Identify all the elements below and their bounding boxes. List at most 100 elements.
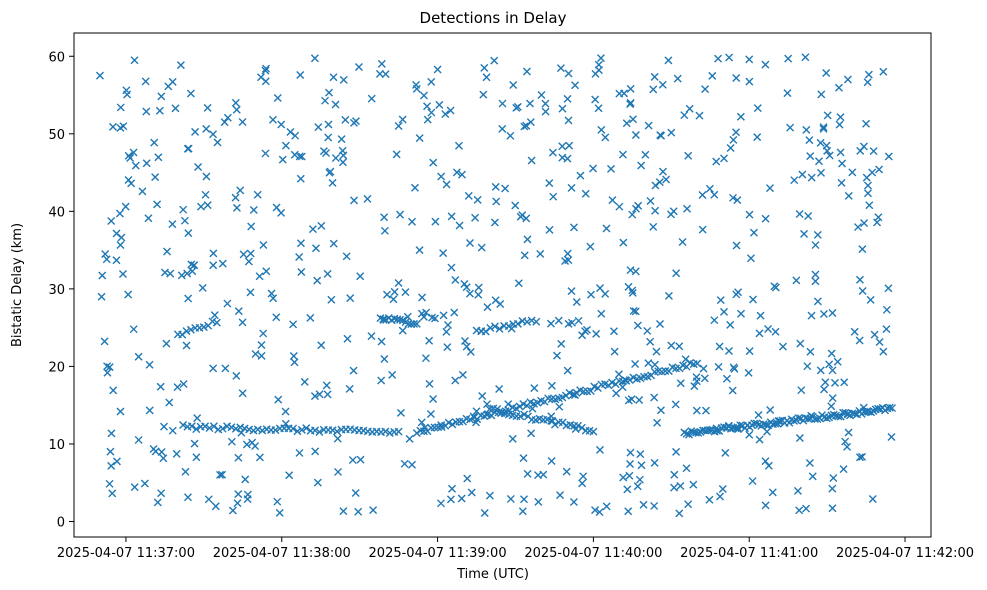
data-point <box>474 283 483 292</box>
data-point <box>576 171 585 180</box>
data-point <box>423 115 432 124</box>
data-point <box>129 325 138 334</box>
data-point <box>253 190 262 199</box>
data-point <box>597 125 606 134</box>
data-point <box>337 135 346 144</box>
data-point <box>255 272 264 281</box>
data-point <box>532 317 541 326</box>
data-points <box>95 53 897 518</box>
data-point <box>564 319 573 328</box>
data-point <box>179 205 188 214</box>
data-point <box>398 326 407 335</box>
data-point <box>591 69 600 78</box>
data-point <box>209 249 218 258</box>
data-point <box>530 384 539 393</box>
data-point <box>795 506 804 515</box>
data-point <box>629 115 638 124</box>
data-point <box>462 342 471 351</box>
data-point <box>354 62 363 71</box>
data-point <box>628 288 637 297</box>
data-point <box>822 69 831 78</box>
data-point <box>333 434 342 443</box>
data-point <box>223 113 232 122</box>
data-point <box>858 287 867 296</box>
data-point <box>690 382 699 391</box>
data-point <box>651 181 660 190</box>
data-point <box>513 319 522 328</box>
data-point <box>556 491 565 500</box>
data-point <box>641 150 650 159</box>
data-point <box>425 336 434 345</box>
data-point <box>477 243 486 252</box>
data-point <box>179 420 188 429</box>
data-point <box>410 319 418 328</box>
data-point <box>196 202 205 211</box>
data-point <box>465 289 474 298</box>
data-point <box>317 341 326 350</box>
data-point <box>498 99 507 108</box>
data-point <box>646 337 655 346</box>
data-point <box>153 200 162 209</box>
data-point <box>509 81 518 90</box>
data-point <box>655 178 664 187</box>
data-point <box>419 91 428 100</box>
data-point <box>862 119 871 128</box>
data-point <box>865 201 874 210</box>
data-point <box>589 427 598 436</box>
data-point <box>234 307 243 316</box>
data-point <box>259 240 268 249</box>
data-point <box>729 193 738 202</box>
data-point <box>259 329 268 338</box>
data-point <box>764 461 773 470</box>
data-point <box>322 381 331 390</box>
data-point <box>442 327 451 336</box>
data-point <box>607 164 615 173</box>
data-point <box>458 370 467 379</box>
data-point <box>612 389 621 398</box>
data-point <box>281 419 290 428</box>
data-point <box>313 276 322 285</box>
data-point <box>830 378 839 387</box>
data-point <box>154 153 163 162</box>
data-point <box>591 506 600 515</box>
data-point <box>162 339 171 348</box>
data-point <box>323 390 332 399</box>
data-point <box>650 360 659 369</box>
data-point <box>678 238 687 247</box>
data-point <box>289 320 298 329</box>
data-point <box>625 376 634 385</box>
data-point <box>455 417 464 426</box>
data-point <box>513 102 522 111</box>
data-point <box>203 103 212 112</box>
data-point <box>631 204 640 213</box>
data-point <box>887 432 896 441</box>
data-point <box>141 77 150 86</box>
data-point <box>615 202 624 211</box>
data-point <box>381 427 390 436</box>
data-point <box>234 453 243 462</box>
data-point <box>749 228 758 237</box>
data-point <box>670 483 679 492</box>
data-point <box>478 392 487 401</box>
data-point <box>731 424 740 433</box>
data-point <box>107 429 116 438</box>
data-point <box>155 106 164 115</box>
data-point <box>308 225 317 234</box>
data-point <box>163 247 172 256</box>
data-point <box>134 352 143 361</box>
data-point <box>816 366 825 375</box>
data-point <box>349 366 358 375</box>
data-point <box>192 425 201 434</box>
data-point <box>637 161 646 170</box>
data-point <box>339 75 348 84</box>
data-point <box>783 89 792 98</box>
data-point <box>261 149 270 158</box>
data-point <box>112 229 121 238</box>
data-point <box>790 416 798 425</box>
data-point <box>205 424 214 433</box>
data-point <box>310 54 319 63</box>
data-point <box>490 218 499 227</box>
data-point <box>651 206 660 215</box>
data-point <box>567 287 576 296</box>
data-point <box>218 424 227 433</box>
